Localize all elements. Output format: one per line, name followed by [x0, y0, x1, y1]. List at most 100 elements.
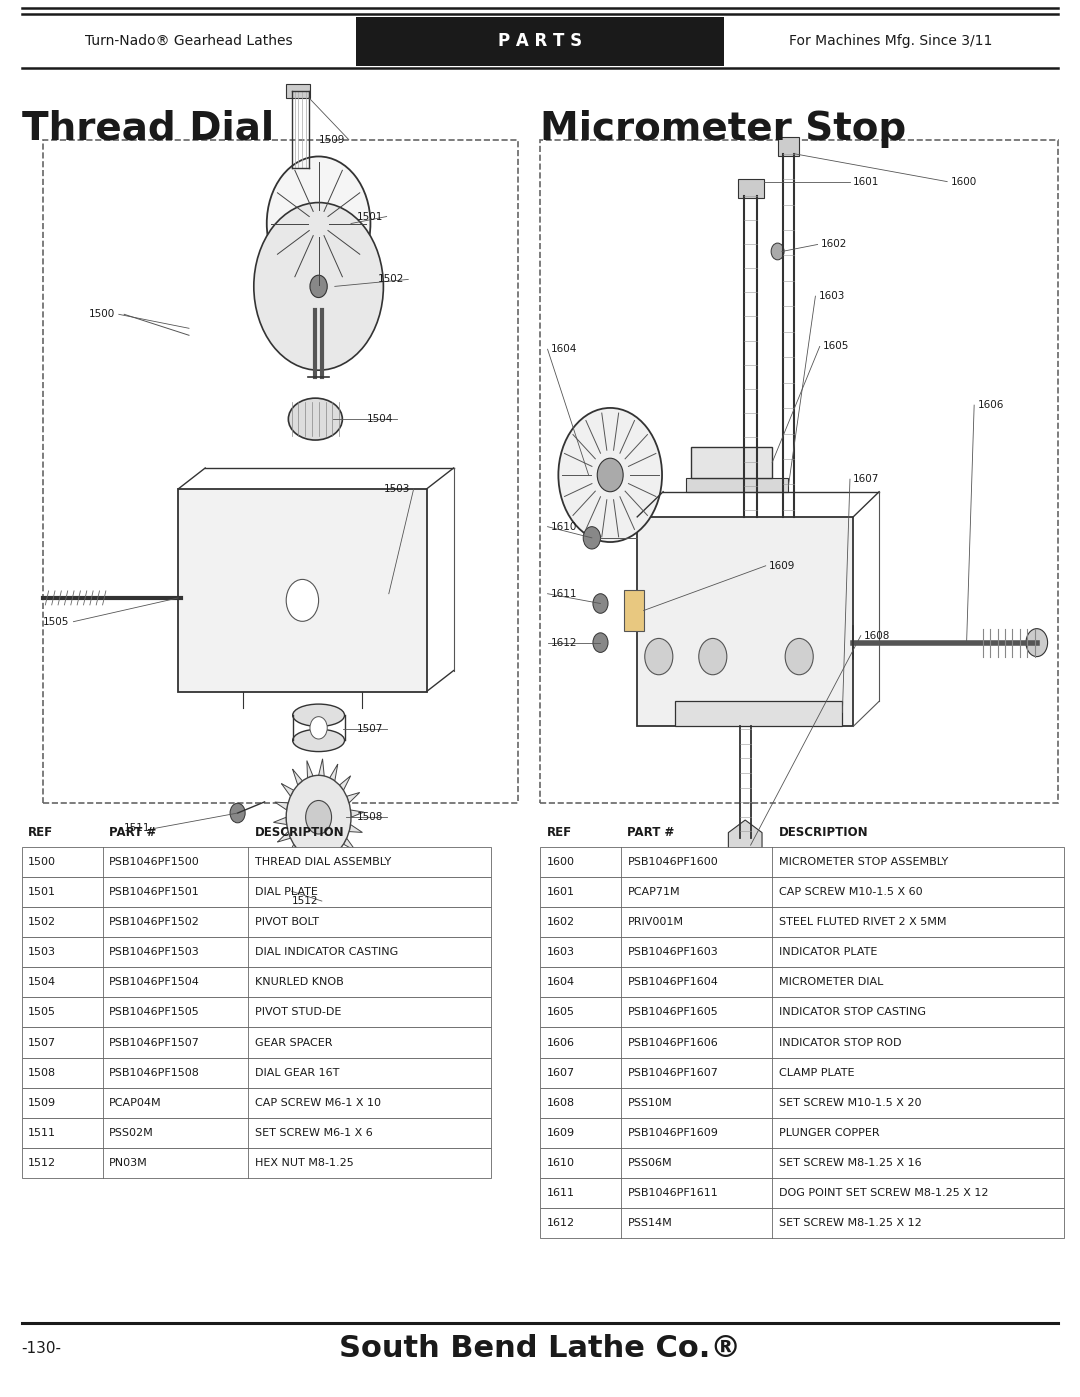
Bar — [22, 997, 491, 1028]
Bar — [738, 179, 764, 198]
Text: 1501: 1501 — [28, 887, 56, 897]
Text: PSB1046PF1505: PSB1046PF1505 — [109, 1007, 200, 1017]
Bar — [22, 1028, 491, 1058]
Polygon shape — [298, 861, 339, 922]
Text: PSB1046PF1504: PSB1046PF1504 — [109, 978, 200, 988]
Text: 1610: 1610 — [546, 1158, 575, 1168]
Bar — [22, 968, 491, 997]
Polygon shape — [299, 854, 308, 870]
Text: PRIV001M: PRIV001M — [627, 918, 684, 928]
Text: 1502: 1502 — [378, 274, 404, 285]
Polygon shape — [293, 770, 302, 785]
Bar — [540, 937, 1064, 968]
Text: REF: REF — [28, 826, 53, 838]
Bar — [540, 1088, 1064, 1118]
Text: 1606: 1606 — [977, 400, 1003, 411]
Text: 1601: 1601 — [546, 887, 575, 897]
Ellipse shape — [293, 729, 345, 752]
Text: 1500: 1500 — [28, 858, 56, 868]
Circle shape — [310, 717, 327, 739]
Polygon shape — [313, 859, 319, 876]
Bar — [675, 701, 842, 726]
Text: 1608: 1608 — [546, 1098, 575, 1108]
Text: SET SCREW M8-1.25 X 16: SET SCREW M8-1.25 X 16 — [779, 1158, 921, 1168]
Circle shape — [597, 458, 623, 492]
Text: PSB1046PF1507: PSB1046PF1507 — [109, 1038, 200, 1048]
Polygon shape — [329, 764, 338, 781]
Circle shape — [306, 800, 332, 834]
Bar — [624, 590, 644, 631]
Polygon shape — [307, 760, 313, 778]
Circle shape — [558, 408, 662, 542]
Bar — [540, 140, 1058, 803]
Polygon shape — [274, 802, 288, 810]
Text: DIAL INDICATOR CASTING: DIAL INDICATOR CASTING — [255, 947, 399, 957]
Text: Turn-Nado® Gearhead Lathes: Turn-Nado® Gearhead Lathes — [85, 34, 293, 49]
Text: MICROMETER DIAL: MICROMETER DIAL — [779, 978, 883, 988]
Text: PSB1046PF1606: PSB1046PF1606 — [627, 1038, 718, 1048]
Bar — [540, 908, 1064, 937]
Text: HEX NUT M8-1.25: HEX NUT M8-1.25 — [255, 1158, 353, 1168]
Text: PSS10M: PSS10M — [627, 1098, 672, 1108]
Text: 1507: 1507 — [356, 724, 382, 735]
Text: PSB1046PF1607: PSB1046PF1607 — [627, 1067, 718, 1077]
Text: PSB1046PF1611: PSB1046PF1611 — [627, 1187, 718, 1197]
Text: South Bend Lathe Co.®: South Bend Lathe Co.® — [339, 1334, 741, 1362]
Text: PSB1046PF1501: PSB1046PF1501 — [109, 887, 200, 897]
Bar — [22, 1118, 491, 1148]
Text: 1602: 1602 — [821, 239, 847, 250]
Ellipse shape — [293, 704, 345, 726]
Bar — [691, 447, 772, 478]
Text: DIAL PLATE: DIAL PLATE — [255, 887, 318, 897]
Bar — [22, 877, 491, 908]
Text: 1604: 1604 — [551, 344, 577, 355]
Text: 1604: 1604 — [546, 978, 575, 988]
Text: KNURLED KNOB: KNURLED KNOB — [255, 978, 343, 988]
Circle shape — [771, 243, 784, 260]
Text: Thread Dial: Thread Dial — [22, 109, 273, 148]
Text: THREAD DIAL ASSEMBLY: THREAD DIAL ASSEMBLY — [255, 858, 391, 868]
Text: 1504: 1504 — [367, 414, 393, 425]
Bar — [22, 1058, 491, 1088]
Text: PSB1046PF1604: PSB1046PF1604 — [627, 978, 718, 988]
Text: 1600: 1600 — [546, 858, 575, 868]
Text: 1508: 1508 — [28, 1067, 56, 1077]
Bar — [22, 937, 491, 968]
Text: DESCRIPTION: DESCRIPTION — [255, 826, 345, 838]
Polygon shape — [728, 820, 762, 870]
Text: DOG POINT SET SCREW M8-1.25 X 12: DOG POINT SET SCREW M8-1.25 X 12 — [779, 1187, 988, 1197]
Text: 1509: 1509 — [319, 134, 345, 145]
Polygon shape — [347, 792, 360, 803]
Bar — [540, 1207, 1064, 1238]
Bar — [22, 1148, 491, 1178]
Polygon shape — [343, 838, 355, 851]
Circle shape — [310, 275, 327, 298]
Text: 1609: 1609 — [769, 560, 795, 571]
Bar — [686, 478, 788, 492]
Text: 1612: 1612 — [546, 1218, 575, 1228]
Text: 1511: 1511 — [124, 823, 151, 834]
Text: 1602: 1602 — [546, 918, 575, 928]
Text: 1512: 1512 — [28, 1158, 56, 1168]
Text: 1503: 1503 — [28, 947, 56, 957]
Text: PN03M: PN03M — [109, 1158, 148, 1168]
Text: 1607: 1607 — [853, 474, 879, 485]
Polygon shape — [286, 844, 298, 859]
Text: PIVOT STUD-DE: PIVOT STUD-DE — [255, 1007, 341, 1017]
Text: PSB1046PF1605: PSB1046PF1605 — [627, 1007, 718, 1017]
Bar — [637, 517, 853, 726]
Text: 1612: 1612 — [551, 637, 578, 648]
Text: 1603: 1603 — [819, 291, 845, 302]
Circle shape — [308, 210, 329, 237]
Bar — [540, 1148, 1064, 1178]
Polygon shape — [351, 810, 364, 817]
Text: 1611: 1611 — [551, 588, 578, 599]
Polygon shape — [349, 824, 363, 833]
Text: CLAMP PLATE: CLAMP PLATE — [779, 1067, 854, 1077]
Text: PSS14M: PSS14M — [627, 1218, 672, 1228]
Text: SET SCREW M8-1.25 X 12: SET SCREW M8-1.25 X 12 — [779, 1218, 921, 1228]
Text: DESCRIPTION: DESCRIPTION — [779, 826, 868, 838]
Text: 1501: 1501 — [356, 211, 382, 222]
Text: SET SCREW M6-1 X 6: SET SCREW M6-1 X 6 — [255, 1127, 373, 1137]
Text: 1512: 1512 — [292, 895, 319, 907]
